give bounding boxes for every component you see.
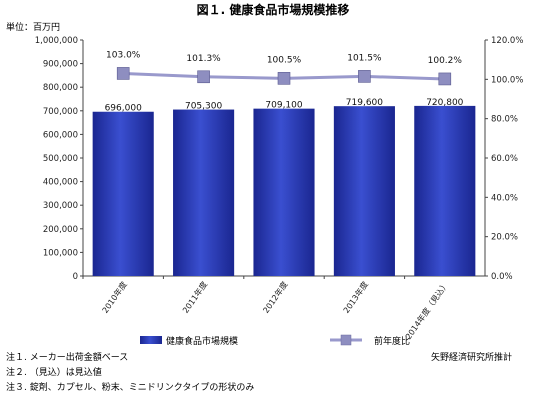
ratio-value-label: 103.0% [106,50,141,60]
legend: 健康食品市場規模 前年度比 [140,334,410,347]
ratio-point [197,70,210,84]
bar [92,111,154,276]
data-labels: 696,000 705,300 709,100 719,600 720,800 103.0… [105,50,464,113]
bars [92,105,476,277]
y-right-tick-label: 0.0% [491,272,513,282]
note-1: 注１. メーカー出荷金額ベース [6,351,128,363]
x-tick-label: 2013年度 [341,279,370,315]
legend-bar-swatch [140,336,162,344]
legend-line-marker [340,334,352,346]
y-right-tick-label: 20.0% [491,233,518,243]
source-note: 矢野経済研究所推計 [431,351,512,363]
bar-value-label: 705,300 [185,102,222,112]
y-left-tick-label: 300,000 [43,201,78,211]
bar [333,106,395,276]
ratio-value-label: 100.5% [267,55,302,65]
y-left-tick-label: 700,000 [43,107,78,117]
x-tick-label: 2010年度 [100,279,129,315]
x-tick-label: 2014年度（見込） [403,279,450,341]
y-left-tick-label: 1,000,000 [35,36,78,46]
bar [414,105,476,276]
y-left-tick-label: 0 [73,272,78,282]
ratio-value-label: 101.3% [186,54,221,64]
legend-line-label: 前年度比 [374,335,410,347]
y-right-tick-label: 40.0% [491,193,518,203]
ratio-value-label: 101.5% [347,53,382,63]
y-right-tick-label: 60.0% [491,154,518,164]
bar-value-label: 709,100 [265,101,302,111]
x-tick-label: 2012年度 [261,279,290,315]
note-3: 注３. 錠剤、カプセル、粉末、ミニドリンクタイプの形状のみ [6,381,254,393]
y-left-tick-label: 200,000 [43,225,78,235]
ratio-point [116,67,130,80]
y-left-tick-label: 400,000 [43,178,78,188]
y-right-tick-label: 120.0% [491,36,523,46]
x-tick-label: 2011年度 [180,279,209,315]
bar-value-label: 720,800 [426,98,463,108]
ratio-point [358,70,371,83]
y-right-tick-label: 100.0% [491,75,523,85]
y-left-tick-label: 100,000 [43,248,78,258]
chart-title: 図１. 健康食品市場規模推移 [197,2,350,17]
ratio-value-label: 100.2% [428,56,463,66]
bar [173,109,235,277]
unit-label: 単位：百万円 [6,21,60,33]
ratio-line [116,67,452,86]
y-left-tick-label: 500,000 [43,154,78,164]
y-left-tick-label: 600,000 [43,130,78,140]
y-left-tick-label: 800,000 [43,83,78,93]
y-left-tick-label: 900,000 [43,60,78,70]
legend-bar-label: 健康食品市場規模 [166,335,238,347]
bar-value-label: 719,600 [346,98,383,108]
y-right-tick-label: 80.0% [491,115,518,125]
ratio-point [438,72,452,86]
ratio-point [277,72,291,85]
note-2: 注２. （見込）は見込値 [6,366,102,378]
bar [253,108,315,276]
bar-value-label: 696,000 [105,104,142,114]
